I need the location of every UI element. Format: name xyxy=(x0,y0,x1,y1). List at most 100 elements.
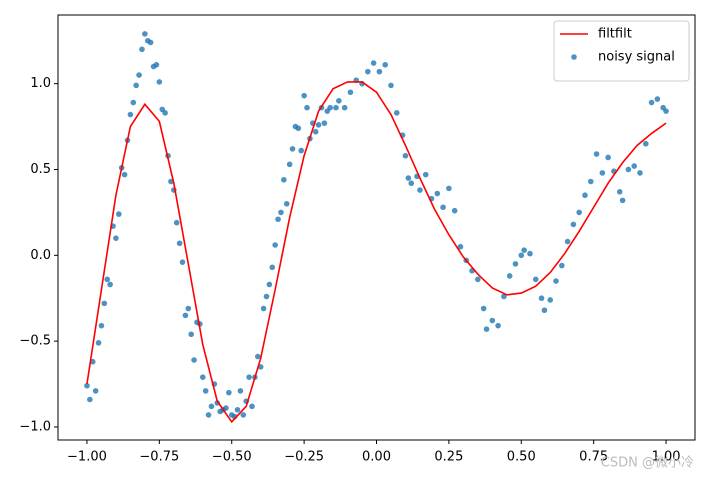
point xyxy=(278,209,284,216)
point xyxy=(417,187,423,193)
point xyxy=(663,108,669,114)
point xyxy=(139,46,145,53)
point xyxy=(107,281,113,288)
point xyxy=(422,171,429,178)
point xyxy=(480,305,487,312)
point xyxy=(87,396,93,403)
point xyxy=(133,82,139,89)
watermark: CSDN @微小冷 xyxy=(601,456,694,471)
point xyxy=(84,382,90,389)
point xyxy=(179,259,186,265)
point xyxy=(136,72,142,78)
point xyxy=(388,82,394,89)
point xyxy=(599,170,606,176)
point xyxy=(527,250,533,257)
point xyxy=(98,322,105,329)
point xyxy=(263,293,270,300)
point xyxy=(489,317,496,324)
point xyxy=(576,209,582,216)
point xyxy=(393,110,400,116)
point xyxy=(451,207,458,214)
point xyxy=(564,238,571,245)
x-tick-label: −0.75 xyxy=(139,450,179,465)
point xyxy=(116,211,122,217)
point xyxy=(495,322,501,329)
point xyxy=(234,406,241,413)
point xyxy=(559,262,565,269)
point xyxy=(205,412,212,418)
point xyxy=(283,201,290,207)
point xyxy=(518,252,525,259)
line xyxy=(86,81,667,424)
point xyxy=(101,300,108,307)
point xyxy=(483,326,490,332)
point xyxy=(619,197,626,204)
y-tick-label: 0.5 xyxy=(30,162,51,177)
point xyxy=(616,188,623,195)
point xyxy=(547,297,554,303)
point xyxy=(208,403,215,410)
point xyxy=(648,99,655,106)
point xyxy=(333,104,339,111)
point xyxy=(446,185,452,192)
point xyxy=(365,68,371,75)
point xyxy=(147,39,154,46)
point xyxy=(521,247,527,253)
point xyxy=(269,264,276,271)
point xyxy=(341,104,348,111)
point xyxy=(582,192,588,199)
point xyxy=(553,278,559,284)
point xyxy=(191,357,197,363)
x-tick-label: 1.00 xyxy=(652,450,681,465)
x-tick-label: −0.50 xyxy=(212,450,252,465)
legend-label: filtfilt xyxy=(598,27,632,42)
point xyxy=(121,171,128,178)
point xyxy=(176,240,183,247)
point xyxy=(304,104,310,111)
point xyxy=(266,281,273,288)
point xyxy=(532,276,539,283)
point xyxy=(605,154,611,161)
legend-box xyxy=(553,20,690,82)
plot-frame xyxy=(57,14,696,441)
point xyxy=(541,307,548,314)
point xyxy=(475,276,481,283)
point xyxy=(173,219,180,226)
point xyxy=(272,242,278,248)
x-tick-label: −0.25 xyxy=(284,450,324,465)
point xyxy=(246,374,252,380)
point xyxy=(142,31,148,37)
point xyxy=(336,98,342,104)
point xyxy=(587,178,594,185)
y-tick-label: −1.0 xyxy=(19,419,51,434)
point xyxy=(298,147,305,154)
point xyxy=(254,353,261,360)
point xyxy=(249,403,255,410)
y-tick-label: −0.5 xyxy=(19,334,51,349)
point xyxy=(281,176,287,183)
point xyxy=(593,151,600,157)
point xyxy=(188,331,194,338)
point xyxy=(434,190,441,197)
point xyxy=(260,305,267,312)
x-tick-label: 0.00 xyxy=(362,450,391,465)
point xyxy=(127,111,134,118)
point xyxy=(506,273,513,279)
point xyxy=(199,374,206,380)
y-tick-label: 1.0 xyxy=(30,76,51,91)
point xyxy=(405,175,412,181)
point xyxy=(185,305,192,312)
point xyxy=(376,68,383,75)
point xyxy=(654,96,661,102)
point xyxy=(538,295,545,302)
point xyxy=(512,261,519,267)
point xyxy=(237,388,244,394)
point xyxy=(408,180,415,187)
point xyxy=(321,120,328,126)
point xyxy=(301,92,307,99)
x-tick-label: 0.75 xyxy=(579,450,608,465)
x-tick-label: 0.25 xyxy=(434,450,463,465)
point xyxy=(501,293,507,300)
point xyxy=(289,146,296,152)
